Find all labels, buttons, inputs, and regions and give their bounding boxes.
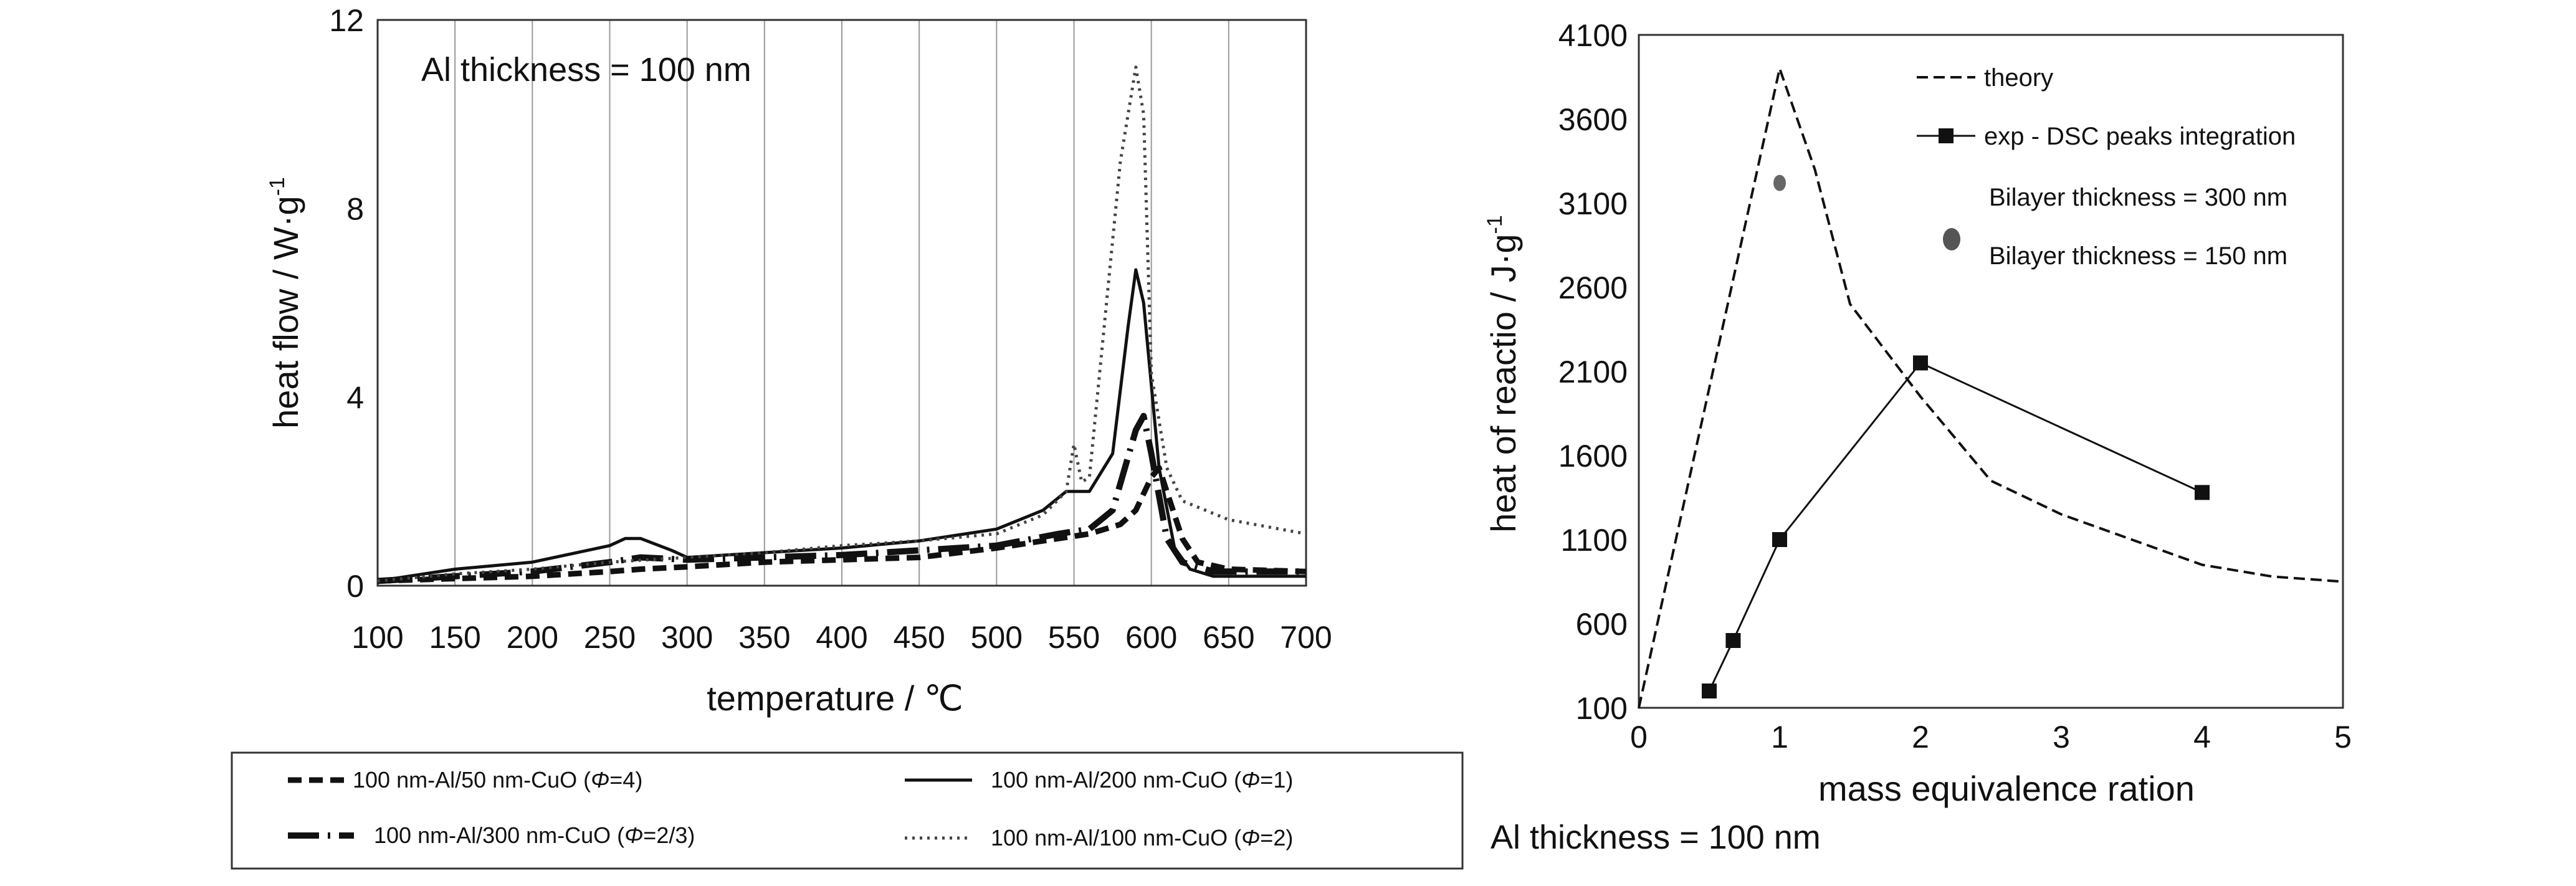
legend-label-text: 100 nm-Al/100 nm-CuO ( <box>991 825 1241 850</box>
y-tick-label: 3100 <box>1558 186 1628 221</box>
y-tick-label: 2100 <box>1558 355 1628 389</box>
legend-phi-value: =2) <box>1260 825 1293 850</box>
legend-label: 100 nm-Al/50 nm-CuO (Φ=4) <box>353 767 642 793</box>
x-tick-label: 450 <box>893 620 945 655</box>
data-point-square <box>2195 485 2210 500</box>
legend: theory exp - DSC peaks integration Bilay… <box>1917 64 2296 270</box>
plot-frame <box>1638 34 2344 709</box>
legend-marker <box>1943 228 1960 250</box>
x-tick-label: 5 <box>2334 720 2352 755</box>
legend-phi-value: =4) <box>609 767 642 793</box>
x-tick-label: 200 <box>507 620 558 655</box>
y-tick-label: 3600 <box>1558 102 1628 137</box>
x-tick-label: 100 <box>351 620 403 655</box>
series-line-3 <box>377 268 1306 583</box>
legend-label: theory <box>1984 64 2053 92</box>
legend-marker <box>1939 128 1953 143</box>
x-tick-label: 0 <box>1630 720 1648 755</box>
y-tick-labels: 100 600 1100 1600 2100 2600 3100 3600 4100 <box>1558 18 1628 726</box>
legend-phi-value: =1) <box>1260 767 1293 793</box>
legend-label-text: 100 nm-Al/50 nm-CuO ( <box>353 767 591 793</box>
x-tick-label: 300 <box>661 620 713 655</box>
legend-phi-value: =2/3) <box>643 822 695 848</box>
plot-frame <box>376 19 1307 587</box>
y-axis-label: heat of reactio / J·g-1 <box>1483 215 1523 533</box>
legend-label: 100 nm-Al/100 nm-CuO (Φ=2) <box>991 825 1293 850</box>
legend-label-text: 100 nm-Al/300 nm-CuO ( <box>374 822 624 848</box>
legend: 100 nm-Al/50 nm-CuO (Φ=4) 100 nm-Al/300 … <box>288 767 1293 850</box>
legend-item: Bilayer thickness = 300 nm <box>1989 184 2287 211</box>
series-line-2 <box>377 412 1306 584</box>
legend-label: Bilayer thickness = 150 nm <box>1989 242 2287 270</box>
x-axis-label: mass equivalence ration <box>1818 769 2195 808</box>
y-tick-label: 0 <box>346 569 364 604</box>
series-lines <box>377 65 1307 584</box>
legend-box <box>231 751 1464 870</box>
x-tick-label: 1 <box>1771 720 1788 755</box>
legend-label: Bilayer thickness = 300 nm <box>1989 184 2287 211</box>
legend-item: Bilayer thickness = 150 nm <box>1943 228 2287 270</box>
y-tick-label: 100 <box>1576 691 1628 726</box>
data-point-square <box>1913 355 1928 371</box>
legend-label: exp - DSC peaks integration <box>1984 123 2296 150</box>
series-lines <box>1638 64 2344 708</box>
x-tick-label: 250 <box>584 620 636 655</box>
data-point-square <box>1772 532 1787 547</box>
legend-item: 100 nm-Al/300 nm-CuO (Φ=2/3) <box>288 822 695 848</box>
annotation-al-thickness: Al thickness = 100 nm <box>421 51 751 88</box>
y-axis-label-text: heat of reactio / J·g <box>1484 234 1523 532</box>
legend-label: 100 nm-Al/200 nm-CuO (Φ=1) <box>991 767 1293 793</box>
legend-item: 100 nm-Al/50 nm-CuO (Φ=4) <box>288 767 642 793</box>
x-tick-label: 350 <box>738 620 790 655</box>
y-tick-label: 8 <box>346 192 364 227</box>
data-point-300nm <box>1773 174 1786 191</box>
data-point-square <box>1702 684 1717 698</box>
legend-item: exp - DSC peaks integration <box>1917 123 2296 150</box>
heat-of-reaction-chart: 0 1 2 3 4 5 100 600 1100 1600 2100 2600 3100 3600 410… <box>1483 18 2352 856</box>
x-tick-label: 400 <box>816 620 867 655</box>
y-tick-label: 4 <box>346 380 364 415</box>
series-line-1 <box>377 465 1307 584</box>
x-tick-label: 3 <box>2053 720 2070 755</box>
y-tick-label: 1600 <box>1558 439 1628 474</box>
series-line-4 <box>377 65 1307 583</box>
y-tick-label: 600 <box>1576 607 1628 642</box>
legend-phi: Φ <box>591 767 609 793</box>
x-axis-label: temperature / ℃ <box>707 679 963 718</box>
x-tick-label: 650 <box>1203 620 1254 655</box>
y-axis-label-superscript: -1 <box>265 177 289 196</box>
y-tick-label: 12 <box>329 3 364 38</box>
series-line-theory <box>1638 64 2344 708</box>
legend-item: 100 nm-Al/100 nm-CuO (Φ=2) <box>905 825 1293 850</box>
y-axis-label-superscript: -1 <box>1483 215 1507 234</box>
series-line-exp <box>1708 361 2203 692</box>
legend-phi: Φ <box>1241 767 1260 793</box>
legend-phi: Φ <box>1241 825 1260 850</box>
y-tick-label: 1100 <box>1560 523 1628 558</box>
x-tick-label: 150 <box>429 620 480 655</box>
legend-label: 100 nm-Al/300 nm-CuO (Φ=2/3) <box>374 822 695 848</box>
y-tick-label: 2600 <box>1558 270 1628 305</box>
y-tick-label: 4100 <box>1558 18 1628 53</box>
x-tick-labels: 100 150 200 250 300 350 400 450 500 550 600 650 700 <box>351 620 1332 655</box>
x-tick-labels: 0 1 2 3 4 5 <box>1630 720 2352 755</box>
annotation-al-thickness: Al thickness = 100 nm <box>1491 819 1821 856</box>
legend-item: theory <box>1917 64 2053 92</box>
legend-phi: Φ <box>624 822 643 848</box>
x-tick-label: 4 <box>2193 720 2211 755</box>
y-tick-labels: 0 4 8 12 <box>329 3 364 604</box>
y-axis-label: heat flow / W·g-1 <box>265 177 305 429</box>
x-tick-label: 700 <box>1280 620 1332 655</box>
data-point-square <box>1725 633 1741 648</box>
legend-label-text: 100 nm-Al/200 nm-CuO ( <box>991 767 1241 793</box>
x-tick-label: 500 <box>971 620 1023 655</box>
y-axis-label-text: heat flow / W·g <box>266 196 305 428</box>
legend-item: 100 nm-Al/200 nm-CuO (Φ=1) <box>905 767 1293 793</box>
heat-flow-chart: 100 150 200 250 300 350 400 450 500 550 600 650 700 … <box>231 3 1464 870</box>
x-tick-label: 2 <box>1912 720 1929 755</box>
x-tick-label: 550 <box>1048 620 1100 655</box>
x-tick-label: 600 <box>1125 620 1177 655</box>
